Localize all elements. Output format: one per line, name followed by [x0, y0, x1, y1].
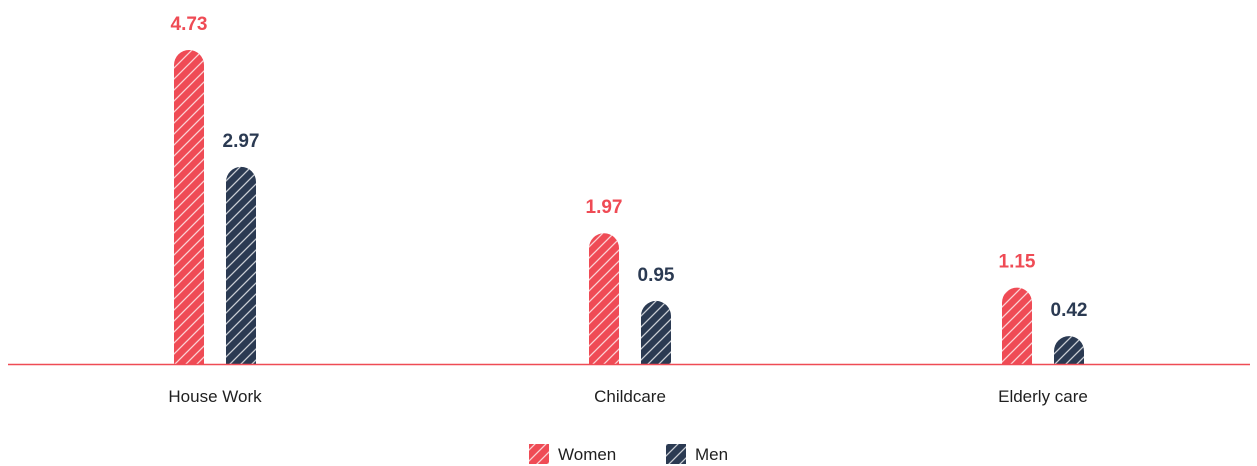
bar-hatch-house-work-women [174, 50, 204, 364]
labels-layer: 4.73 1.97 1.15 2.97 0.95 0.42 House Work Childc… [168, 14, 1087, 406]
legend-item-men: Men [666, 444, 728, 464]
bar-hatch-house-work-men [226, 166, 256, 364]
legend-swatch-hatch-men [666, 444, 686, 464]
category-label-childcare: Childcare [594, 387, 666, 406]
bar-hatch-elderly-care-women [1002, 287, 1032, 364]
category-label-elderly-care: Elderly care [998, 387, 1088, 406]
legend: Women Men [529, 444, 728, 464]
legend-item-women: Women [529, 444, 616, 464]
value-label-house-work-women: 4.73 [171, 14, 208, 35]
bar-hatch-childcare-men [641, 300, 671, 364]
bars-layer [174, 50, 1084, 364]
bar-elderly-care-men [1054, 336, 1084, 364]
bar-elderly-care-women [1002, 287, 1032, 364]
value-label-childcare-men: 0.95 [638, 265, 675, 286]
bar-hatch-childcare-women [589, 233, 619, 364]
bar-house-work-women [174, 50, 204, 364]
bar-childcare-women [589, 233, 619, 364]
category-label-house-work: House Work [168, 387, 262, 406]
value-label-childcare-women: 1.97 [586, 197, 623, 218]
legend-swatch-hatch-women [529, 444, 549, 464]
legend-label-women: Women [558, 445, 616, 464]
legend-label-men: Men [695, 445, 728, 464]
value-label-elderly-care-women: 1.15 [999, 252, 1036, 273]
value-label-elderly-care-men: 0.42 [1051, 300, 1088, 321]
value-label-house-work-men: 2.97 [223, 131, 260, 152]
bar-hatch-elderly-care-men [1054, 336, 1084, 364]
bar-house-work-men [226, 166, 256, 364]
bar-childcare-men [641, 300, 671, 364]
